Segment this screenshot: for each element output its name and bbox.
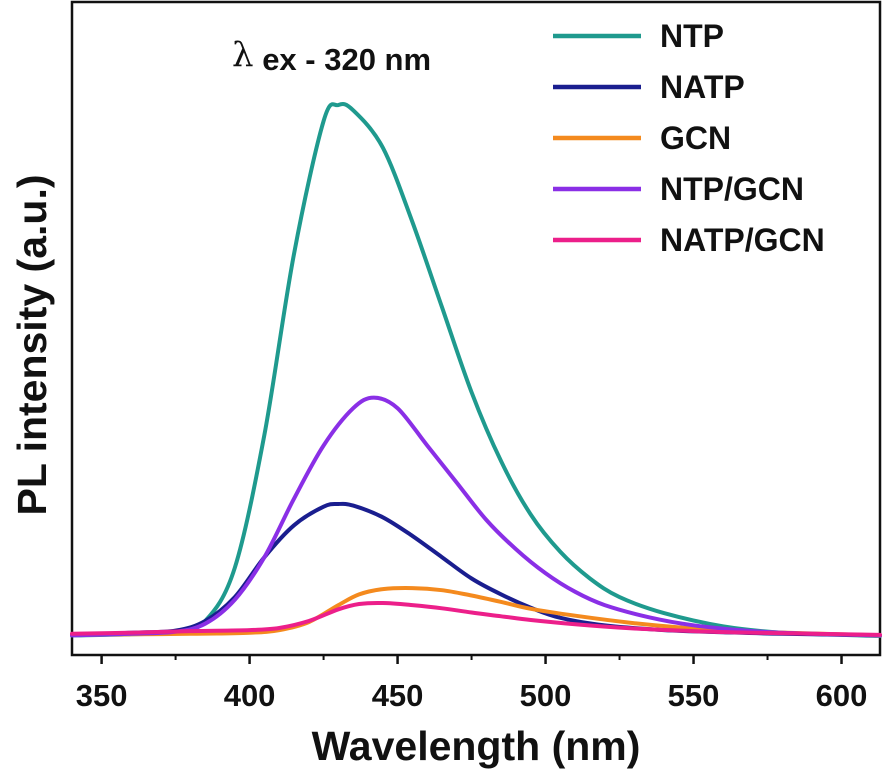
- legend-label-natp-gcn: NATP/GCN: [660, 222, 825, 258]
- series-line-ntp: [70, 102, 882, 638]
- annotation-text: ex - 320 nm: [262, 42, 431, 77]
- x-tick-label-350: 350: [76, 678, 128, 713]
- legend-label-ntp: NTP: [660, 18, 724, 54]
- y-axis-title: PL intensity (a.u.): [9, 175, 55, 516]
- series-line-natp-gcn: [70, 600, 882, 637]
- x-axis-ticks: 350 400 450 500 550 600: [76, 655, 868, 713]
- x-tick-label-500: 500: [520, 678, 572, 713]
- legend-label-natp: NATP: [660, 69, 745, 105]
- legend-label-gcn: GCN: [660, 120, 731, 156]
- series-curves: [70, 102, 882, 638]
- x-tick-label-600: 600: [816, 678, 868, 713]
- series-line-natp: [70, 501, 882, 638]
- x-axis-title: Wavelength (nm): [312, 723, 641, 769]
- series-line-ntp-gcn: [70, 395, 882, 638]
- plot-area: [70, 0, 882, 657]
- excitation-annotation: λ ex - 320 nm: [232, 35, 431, 77]
- x-tick-label-450: 450: [372, 678, 424, 713]
- series-line-gcn: [70, 586, 882, 638]
- legend-label-ntp-gcn: NTP/GCN: [660, 171, 804, 207]
- lambda-symbol: λ: [232, 35, 254, 75]
- legend: NTP NATP GCN NTP/GCN NATP/GCN: [553, 18, 825, 258]
- x-tick-label-400: 400: [224, 678, 276, 713]
- plot-frame: [70, 0, 882, 657]
- x-tick-label-550: 550: [668, 678, 720, 713]
